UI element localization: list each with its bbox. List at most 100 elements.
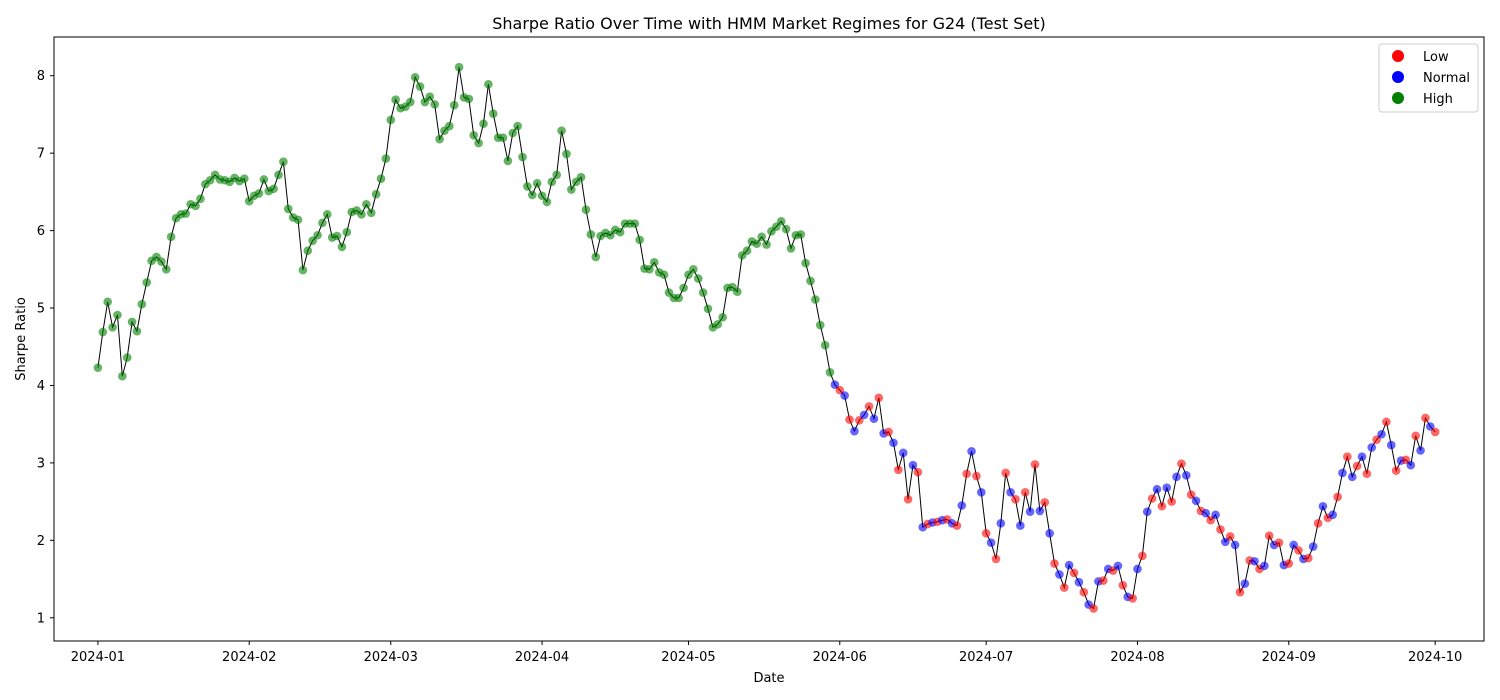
- data-point: [415, 82, 425, 91]
- data-point: [532, 179, 542, 188]
- data-point: [410, 72, 420, 82]
- data-point: [1001, 468, 1011, 478]
- data-point: [508, 128, 518, 138]
- data-point: [1416, 446, 1425, 455]
- data-point: [1133, 564, 1142, 574]
- data-point: [1308, 542, 1318, 551]
- data-points: [93, 62, 1440, 613]
- data-point: [952, 521, 962, 530]
- data-point: [323, 210, 332, 219]
- data-point: [254, 189, 264, 198]
- data-point: [479, 119, 488, 129]
- data-point: [503, 156, 513, 166]
- data-point: [1142, 507, 1152, 516]
- data-point: [898, 448, 908, 458]
- data-point: [303, 246, 313, 256]
- legend-label-normal: Normal: [1423, 71, 1470, 86]
- x-tick-label: 2024-06: [813, 650, 867, 665]
- legend-box: [1378, 43, 1479, 113]
- x-tick-label: 2024-10: [1408, 650, 1462, 665]
- data-point: [1201, 508, 1211, 518]
- data-point: [1016, 521, 1025, 530]
- data-point: [996, 519, 1006, 528]
- data-point: [166, 232, 176, 242]
- data-point: [527, 190, 537, 200]
- data-point: [181, 209, 191, 218]
- x-axis-label: Date: [753, 671, 784, 686]
- data-point: [967, 446, 976, 456]
- y-tick-label: 8: [37, 69, 45, 84]
- data-point: [562, 149, 571, 159]
- data-point: [161, 265, 171, 274]
- data-point: [659, 270, 669, 280]
- data-point: [313, 230, 322, 240]
- data-point: [484, 79, 493, 89]
- data-point: [689, 265, 698, 274]
- data-point: [337, 242, 347, 252]
- data-point: [1089, 604, 1098, 613]
- data-point: [1167, 497, 1176, 506]
- data-point: [1235, 587, 1245, 597]
- chart-title: Sharpe Ratio Over Time with HMM Market R…: [492, 14, 1046, 33]
- data-point: [488, 109, 498, 118]
- data-point: [405, 97, 415, 107]
- data-point: [786, 244, 796, 253]
- data-point: [1347, 472, 1357, 482]
- data-point: [1230, 540, 1240, 550]
- x-tick-label: 2024-05: [661, 650, 715, 665]
- data-point: [523, 182, 532, 191]
- data-point: [1011, 494, 1020, 504]
- data-point: [776, 217, 786, 226]
- y-tick-label: 4: [37, 379, 45, 394]
- data-point: [1191, 496, 1201, 506]
- data-point: [1138, 551, 1147, 561]
- data-point: [1020, 488, 1030, 497]
- x-tick-label: 2024-07: [959, 650, 1013, 665]
- x-tick-label: 2024-09: [1262, 650, 1316, 665]
- y-tick-label: 1: [37, 611, 45, 626]
- data-point: [1352, 461, 1362, 471]
- data-point: [474, 138, 483, 148]
- data-point: [1240, 579, 1250, 588]
- data-point: [1357, 452, 1367, 462]
- data-point: [1157, 501, 1167, 511]
- data-point: [1152, 484, 1162, 494]
- data-point: [1172, 472, 1181, 482]
- data-point: [464, 94, 474, 104]
- data-point: [1162, 483, 1172, 492]
- data-point: [1377, 429, 1386, 439]
- data-point: [703, 304, 713, 314]
- data-point: [557, 126, 566, 135]
- data-point: [274, 170, 283, 180]
- data-point: [1284, 559, 1294, 568]
- data-point: [1382, 417, 1391, 427]
- data-point: [864, 402, 874, 411]
- data-point: [1059, 583, 1069, 592]
- data-point: [1328, 510, 1337, 520]
- data-point: [713, 319, 723, 329]
- data-point: [903, 494, 913, 504]
- data-point: [425, 92, 435, 101]
- data-point: [547, 177, 557, 187]
- data-point: [1338, 468, 1347, 478]
- data-point: [127, 317, 137, 327]
- legend-label-low: Low: [1423, 50, 1449, 65]
- data-point: [781, 224, 791, 234]
- data-point: [991, 554, 1001, 564]
- data-point: [962, 469, 971, 479]
- data-point: [1006, 488, 1015, 497]
- data-point: [1181, 470, 1191, 480]
- data-point: [693, 274, 703, 283]
- axes-frame: [53, 36, 1485, 642]
- y-tick-label: 3: [37, 456, 45, 471]
- data-point: [318, 218, 327, 228]
- y-axis: 1 2 3 4 5 6 7 8: [37, 69, 54, 626]
- data-point: [537, 191, 547, 201]
- data-point: [1430, 427, 1440, 437]
- data-point: [103, 297, 112, 307]
- data-point: [850, 426, 859, 436]
- plot-area: [93, 62, 1440, 613]
- data-point: [454, 62, 464, 72]
- data-point: [371, 189, 381, 199]
